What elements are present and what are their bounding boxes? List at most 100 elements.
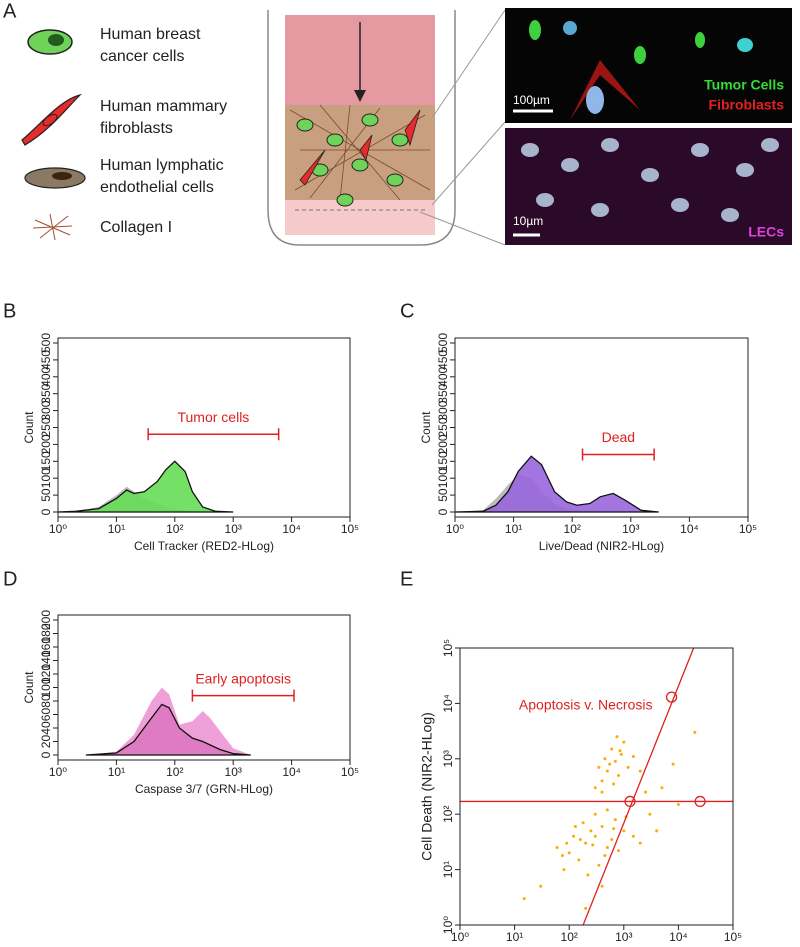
point — [581, 821, 585, 825]
point — [617, 849, 621, 853]
point — [660, 786, 664, 790]
point — [560, 853, 564, 857]
point — [631, 834, 635, 838]
point — [572, 834, 576, 838]
y-tick-label: 400 — [39, 366, 53, 386]
point — [622, 829, 626, 833]
y-tick-label: 10⁰ — [441, 916, 455, 934]
x-tick-label: 10⁵ — [724, 930, 742, 944]
point — [693, 730, 697, 734]
y-tick-label: 50 — [436, 488, 450, 502]
point — [600, 790, 604, 794]
y-tick-label: 250 — [436, 417, 450, 437]
point — [584, 906, 588, 910]
plot-frame — [57, 614, 351, 761]
y-axis-label: Count — [419, 411, 433, 444]
point — [612, 782, 616, 786]
point — [597, 765, 601, 769]
x-tick-label: 10³ — [622, 522, 639, 536]
point — [619, 752, 623, 756]
x-tick-label: 10⁴ — [669, 930, 688, 944]
legend-text: endothelial cells — [100, 179, 214, 196]
legend-text: cancer cells — [100, 48, 184, 65]
y-tick-label: 50 — [39, 488, 53, 502]
x-tick-label: 10⁵ — [341, 765, 359, 779]
y-tick-label: 300 — [39, 400, 53, 420]
point — [573, 824, 577, 828]
gate-label: Early apoptosis — [195, 670, 291, 686]
y-tick-label: 150 — [39, 451, 53, 471]
plot — [58, 460, 234, 513]
point — [617, 773, 621, 777]
x-tick-label: 10⁵ — [341, 522, 359, 536]
point — [671, 762, 675, 766]
point — [539, 884, 543, 888]
panel-label: A — [3, 0, 17, 22]
scale-label: 100µm — [513, 93, 550, 107]
point — [591, 843, 595, 847]
plot — [455, 455, 659, 513]
y-axis-label: Count — [22, 411, 36, 444]
point — [631, 755, 635, 759]
x-tick-label: 10⁰ — [451, 930, 469, 944]
x-tick-label: 10⁵ — [739, 522, 757, 536]
annotation: Apoptosis v. Necrosis — [519, 697, 653, 713]
legend-text: Collagen I — [100, 219, 172, 236]
point — [638, 841, 642, 845]
y-tick-label: 450 — [436, 350, 450, 370]
y-tick-label: 0 — [436, 508, 450, 515]
x-tick-label: 10¹ — [108, 522, 125, 536]
point — [593, 786, 597, 790]
y-tick-label: 200 — [39, 610, 53, 630]
scale-label: 10µm — [513, 214, 543, 228]
plot-frame — [57, 337, 351, 518]
histogram-area — [58, 460, 234, 513]
gate-marker — [694, 795, 706, 808]
y-tick-label: 200 — [436, 434, 450, 454]
point — [655, 829, 659, 833]
y-axis-label: Cell Death (NIR2-HLog) — [419, 712, 435, 861]
panel-a-art — [21, 8, 792, 246]
image-label: Fibroblasts — [709, 97, 785, 113]
point — [612, 827, 616, 831]
x-tick-label: 10² — [564, 522, 581, 536]
point — [603, 853, 607, 857]
point — [613, 759, 617, 763]
x-tick-label: 10⁰ — [49, 522, 67, 536]
plot — [460, 648, 733, 925]
panel-label: E — [400, 568, 413, 590]
histogram-area — [85, 703, 251, 756]
point — [613, 818, 617, 822]
histogram-area — [455, 455, 659, 513]
gate-marker — [624, 795, 636, 808]
y-tick-label: 450 — [39, 350, 53, 370]
y-tick-label: 10⁵ — [441, 639, 455, 657]
gate-label: Dead — [602, 429, 635, 445]
legend-text: fibroblasts — [100, 120, 173, 137]
point — [610, 837, 614, 841]
point — [567, 851, 571, 855]
y-tick-label: 10² — [441, 806, 455, 823]
point — [600, 779, 604, 783]
point — [578, 837, 582, 841]
panel-label: C — [400, 300, 414, 322]
x-tick-label: 10⁴ — [282, 765, 301, 779]
image-label: LECs — [748, 224, 784, 240]
y-tick-label: 20 — [39, 735, 53, 749]
point — [618, 749, 622, 753]
y-tick-label: 120 — [39, 664, 53, 684]
point — [600, 884, 604, 888]
y-axis-label: Count — [22, 671, 36, 704]
point — [565, 841, 569, 845]
point — [555, 846, 559, 850]
x-axis-label: Cell Tracker (RED2-HLog) — [134, 539, 274, 553]
point — [593, 812, 597, 816]
point — [522, 897, 526, 901]
x-tick-label: 10⁰ — [446, 522, 464, 536]
y-tick-label: 80 — [39, 694, 53, 708]
y-tick-label: 0 — [39, 751, 53, 758]
y-tick-label: 0 — [39, 508, 53, 515]
y-tick-label: 350 — [436, 383, 450, 403]
y-tick-label: 250 — [39, 417, 53, 437]
